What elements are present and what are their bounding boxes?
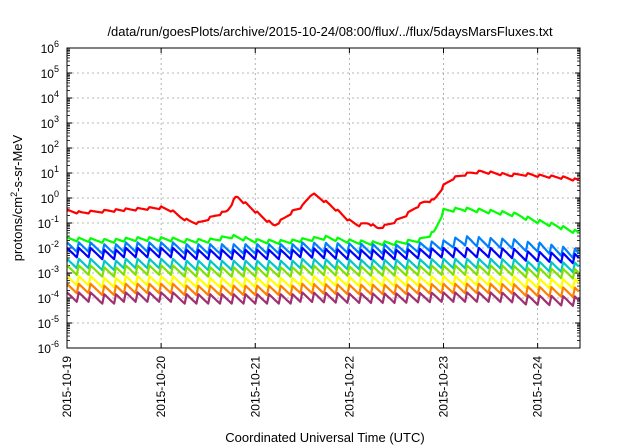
y-tick-base: 10 bbox=[41, 167, 55, 181]
series-layer bbox=[66, 169, 580, 307]
series-line-8 bbox=[66, 282, 580, 299]
y-tick-base: 10 bbox=[41, 92, 55, 106]
x-tick-label: 2015-10-20 bbox=[154, 356, 168, 418]
x-tick-label: 2015-10-22 bbox=[342, 356, 356, 418]
y-tick-exp: -4 bbox=[51, 289, 59, 299]
y-tick-base: 10 bbox=[38, 267, 52, 281]
y-tick-exp: -3 bbox=[51, 264, 59, 274]
series-line-9 bbox=[66, 291, 580, 307]
y-tick-label: 106 bbox=[41, 39, 59, 56]
x-tick-label: 2015-10-24 bbox=[531, 356, 545, 418]
y-tick-exp: -1 bbox=[51, 214, 59, 224]
y-tick-base: 10 bbox=[38, 242, 52, 256]
y-tick-base: 10 bbox=[41, 42, 55, 56]
y-tick-base: 10 bbox=[41, 192, 55, 206]
y-tick-exp: -6 bbox=[51, 339, 59, 349]
y-axis-label-rest: -s-sr-MeV bbox=[10, 134, 25, 191]
y-tick-base: 10 bbox=[41, 67, 55, 81]
y-tick-label: 103 bbox=[41, 114, 59, 131]
y-tick-labels: 10-610-510-410-310-210-11001011021031041… bbox=[38, 39, 59, 356]
y-tick-exp: 2 bbox=[54, 139, 59, 149]
y-tick-label: 102 bbox=[41, 139, 59, 156]
y-tick-base: 10 bbox=[41, 117, 55, 131]
y-axis-label-sup: 2 bbox=[9, 192, 19, 197]
x-tick-label: 2015-10-21 bbox=[248, 356, 262, 418]
y-tick-label: 100 bbox=[41, 189, 59, 206]
y-tick-label: 101 bbox=[41, 164, 59, 181]
y-tick-label: 10-2 bbox=[38, 239, 59, 256]
y-tick-base: 10 bbox=[38, 317, 52, 331]
x-tick-label: 2015-10-19 bbox=[60, 356, 74, 418]
y-tick-label: 10-6 bbox=[38, 339, 59, 356]
y-tick-base: 10 bbox=[38, 292, 52, 306]
y-tick-exp: 6 bbox=[54, 39, 59, 49]
y-tick-exp: 0 bbox=[54, 189, 59, 199]
y-tick-base: 10 bbox=[38, 342, 52, 356]
y-tick-base: 10 bbox=[38, 217, 52, 231]
y-axis-label-base: protons/cm bbox=[10, 197, 25, 261]
series-line-5 bbox=[66, 257, 580, 274]
y-axis-label: protons/cm2-s-sr-MeV bbox=[9, 134, 25, 261]
y-tick-label: 10-5 bbox=[38, 314, 59, 331]
y-tick-base: 10 bbox=[41, 142, 55, 156]
series-line-3 bbox=[66, 235, 580, 259]
chart-title: /data/run/goesPlots/archive/2015-10-24/0… bbox=[107, 24, 553, 39]
y-tick-label: 10-3 bbox=[38, 264, 59, 281]
plot-frame bbox=[66, 47, 581, 349]
y-tick-exp: 4 bbox=[54, 89, 59, 99]
y-tick-label: 10-1 bbox=[38, 214, 59, 231]
series-line-6 bbox=[66, 264, 580, 280]
y-tick-exp: -5 bbox=[51, 314, 59, 324]
series-line-7 bbox=[66, 274, 580, 290]
y-tick-exp: 3 bbox=[54, 114, 59, 124]
series-line-4 bbox=[66, 246, 580, 265]
y-tick-label: 10-4 bbox=[38, 289, 59, 306]
x-axis-label: Coordinated Universal Time (UTC) bbox=[225, 430, 424, 445]
x-tick-label: 2015-10-23 bbox=[437, 356, 451, 418]
series-line-1 bbox=[66, 169, 580, 230]
x-tick-labels: 2015-10-19 2015-10-20 2015-10-21 2015-10-22… bbox=[60, 356, 545, 418]
y-tick-exp: 5 bbox=[54, 64, 59, 74]
series-line-2 bbox=[66, 206, 580, 247]
y-tick-exp: -2 bbox=[51, 239, 59, 249]
y-tick-label: 104 bbox=[41, 89, 59, 106]
y-tick-exp: 1 bbox=[54, 164, 59, 174]
y-tick-label: 105 bbox=[41, 64, 59, 81]
